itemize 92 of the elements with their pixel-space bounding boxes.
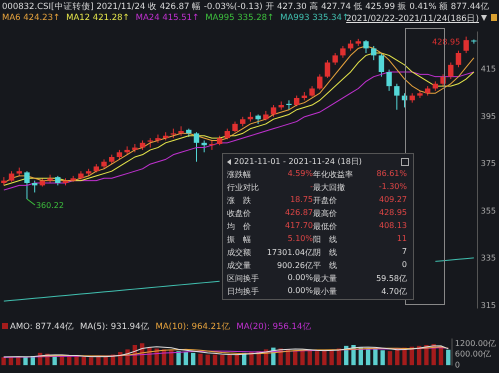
annotation: 涨跌幅 <box>227 169 252 180</box>
y-tick-label: 395 <box>480 112 496 121</box>
bar <box>395 349 400 366</box>
bar <box>227 354 232 366</box>
annotation: 区间换手 <box>227 273 260 284</box>
bar <box>293 350 298 366</box>
annotation: 0.00% <box>286 286 313 297</box>
annotation: 900.26亿 <box>276 260 313 271</box>
annotation: 11 <box>396 234 407 245</box>
bar <box>82 356 86 366</box>
annotation: 最大回撤 <box>313 182 346 193</box>
annotation: 成交额 <box>227 247 252 258</box>
text: MA6 424.23↑ <box>2 13 60 23</box>
annotation: 408.13 <box>378 221 407 232</box>
annotation: -1.30% <box>378 182 407 193</box>
bar <box>380 350 385 366</box>
bar <box>416 346 422 366</box>
annotation: 17301.04亿 <box>266 247 313 258</box>
annotation: 最高价 <box>313 208 338 219</box>
bar <box>373 349 378 366</box>
bar <box>1 357 6 366</box>
y-tick-label: 415 <box>480 64 496 74</box>
annotation: 阴 线 <box>313 247 338 258</box>
bar <box>358 348 363 366</box>
annotation: 收盘价 <box>227 208 252 219</box>
bar <box>67 356 72 366</box>
legend-label: AMO: 877.44亿 <box>9 321 74 333</box>
text: MA12 421.28↑ <box>66 13 130 23</box>
annotation: 最小量 <box>313 286 338 297</box>
bar <box>308 350 312 366</box>
annotation: 4.59% <box>286 169 313 180</box>
annotation: - <box>309 182 313 193</box>
y-tick-label: 335 <box>480 254 496 263</box>
y-tick-label: 1200.00亿 <box>454 339 496 348</box>
bar <box>344 346 348 366</box>
bar <box>176 351 181 366</box>
bar <box>184 352 188 366</box>
annotation: 59.58亿 <box>375 273 407 284</box>
bar <box>410 346 414 366</box>
y-tick-label: 600.00亿 <box>454 350 491 359</box>
legend-label: MA995 335.28↑ <box>205 13 274 23</box>
annotation: 0 <box>400 260 407 271</box>
annotation: 均 价 <box>227 221 252 232</box>
chart-title: 000832.CSI[中证转债] 2021/11/24 收 426.87 幅 -0.03%(-0.13) 开 427.30 高 427.74 低 425.99 振 0.41% 额 877.44亿 <box>2 1 490 13</box>
annotation: 7 <box>400 247 407 258</box>
annotation: 417.70 <box>284 221 313 232</box>
bar <box>314 351 320 366</box>
annotation: 409.27 <box>378 195 407 206</box>
series-label: MA(5): 931.94亿 <box>80 321 150 333</box>
y-tick-label: 375 <box>480 159 496 168</box>
bar <box>329 349 334 366</box>
bar <box>234 354 240 366</box>
text: 2021-11-01 - 2021-11-24 (18日) <box>234 156 362 167</box>
annotation: 平 线 <box>313 260 338 271</box>
bar <box>366 348 370 366</box>
annotation: 426.87 <box>284 208 313 219</box>
text: MA24 415.51↑ <box>136 13 200 23</box>
bar <box>88 357 94 366</box>
bar <box>432 344 436 366</box>
text: MA(20): 956.14亿 <box>236 321 312 333</box>
annotation: 5.10% <box>286 234 313 245</box>
bar <box>388 351 392 366</box>
y-tick-label: 0 <box>454 360 460 370</box>
y-tick-label: 355 <box>480 206 496 216</box>
y-tick-label: 315 <box>480 300 496 310</box>
annotation: 开盘价 <box>313 195 338 206</box>
annotation: 最低价 <box>313 221 338 232</box>
annotation: 最大量 <box>313 273 338 284</box>
bar <box>322 350 327 366</box>
annotation: 年化收益率 <box>313 169 354 180</box>
bar <box>286 349 290 366</box>
annotation: 86.61% <box>375 169 407 180</box>
chart-subtitle: 2021/02/22-2021/11/24(186日) <box>346 14 479 25</box>
annotation: 18.75 <box>289 195 313 206</box>
annotation: 成交量 <box>227 260 252 271</box>
annotation: 日均换手 <box>227 286 260 297</box>
bar <box>206 354 210 366</box>
annotation: 360.22 <box>36 201 64 210</box>
annotation: 涨 跌 <box>227 195 252 206</box>
annotation: 行业对比 <box>227 182 260 193</box>
bar <box>446 350 450 366</box>
annotation: 阳 线 <box>313 234 338 245</box>
text: MA(10): 964.21亿 <box>156 321 230 333</box>
bar <box>190 352 196 366</box>
annotation: 428.95 <box>378 208 407 219</box>
annotation: 4.70亿 <box>380 286 407 297</box>
annotation: 振 幅 <box>227 234 252 245</box>
bar <box>118 352 122 366</box>
annotation: 0.00% <box>286 273 313 284</box>
bar <box>212 354 218 366</box>
bar <box>96 356 101 366</box>
bar <box>220 354 224 366</box>
